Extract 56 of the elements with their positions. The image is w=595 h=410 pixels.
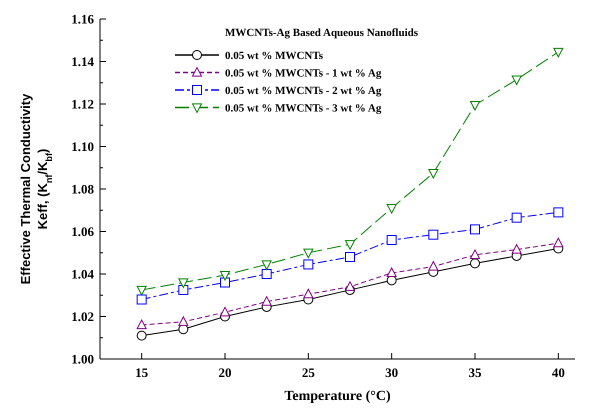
point (553, 207, 564, 218)
point (553, 238, 564, 248)
point (386, 267, 397, 278)
point (136, 330, 147, 341)
point (136, 286, 147, 296)
y-tick-label: 1.14 (71, 54, 94, 70)
point (220, 270, 230, 281)
point (220, 306, 230, 316)
point (345, 240, 355, 250)
point (178, 278, 188, 288)
legend-label: 0.05 wt % MWCNTs - 2 wt % Ag (225, 84, 382, 97)
y-tick-label: 1.10 (71, 139, 94, 154)
point (428, 230, 438, 240)
point (136, 294, 147, 304)
point (470, 224, 480, 234)
point (136, 320, 147, 330)
legend-label: 0.05 wt % MWCNTs - 3 wt % Ag (225, 102, 382, 114)
point (470, 100, 480, 111)
point (386, 235, 397, 245)
point (220, 278, 230, 288)
point (262, 296, 272, 306)
legend-label: 0.05 wt % MWCNTs (225, 50, 324, 62)
y-tick-label: 1.06 (71, 224, 94, 240)
point (345, 281, 355, 291)
x-tick-label: 20 (218, 365, 232, 380)
point (345, 252, 355, 262)
point (178, 284, 188, 295)
point (303, 259, 314, 270)
x-tick-label: 15 (135, 365, 149, 380)
x-tick-label: 40 (552, 365, 565, 380)
point (178, 316, 188, 326)
point (262, 260, 272, 270)
x-tick-label: 35 (468, 365, 482, 380)
y-tick-label: 1.12 (71, 96, 94, 112)
point (428, 261, 438, 271)
point (553, 48, 564, 58)
x-tick-label: 30 (385, 365, 398, 380)
point (428, 168, 438, 179)
point (262, 269, 272, 279)
point (470, 249, 480, 259)
y-tick-label: 1.00 (71, 352, 94, 367)
point (512, 212, 522, 223)
point (303, 288, 314, 298)
point (386, 204, 397, 214)
point (303, 248, 314, 258)
x-tick-label: 25 (302, 365, 316, 380)
point (470, 258, 480, 268)
legend-title: MWCNTs-Ag Based Aqueous Nanofluids (225, 27, 419, 39)
point (512, 75, 522, 86)
y-tick-label: 1.04 (71, 266, 94, 282)
y-tick-label: 1.08 (71, 182, 94, 197)
x-axis-title: Temperature (°C) (284, 389, 391, 404)
y-tick-label: 1.16 (71, 12, 94, 27)
y-tick-label: 1.02 (71, 309, 94, 324)
legend-label: 0.05 wt % MWCNTs - 1 wt % Ag (225, 67, 382, 80)
point (512, 244, 522, 254)
